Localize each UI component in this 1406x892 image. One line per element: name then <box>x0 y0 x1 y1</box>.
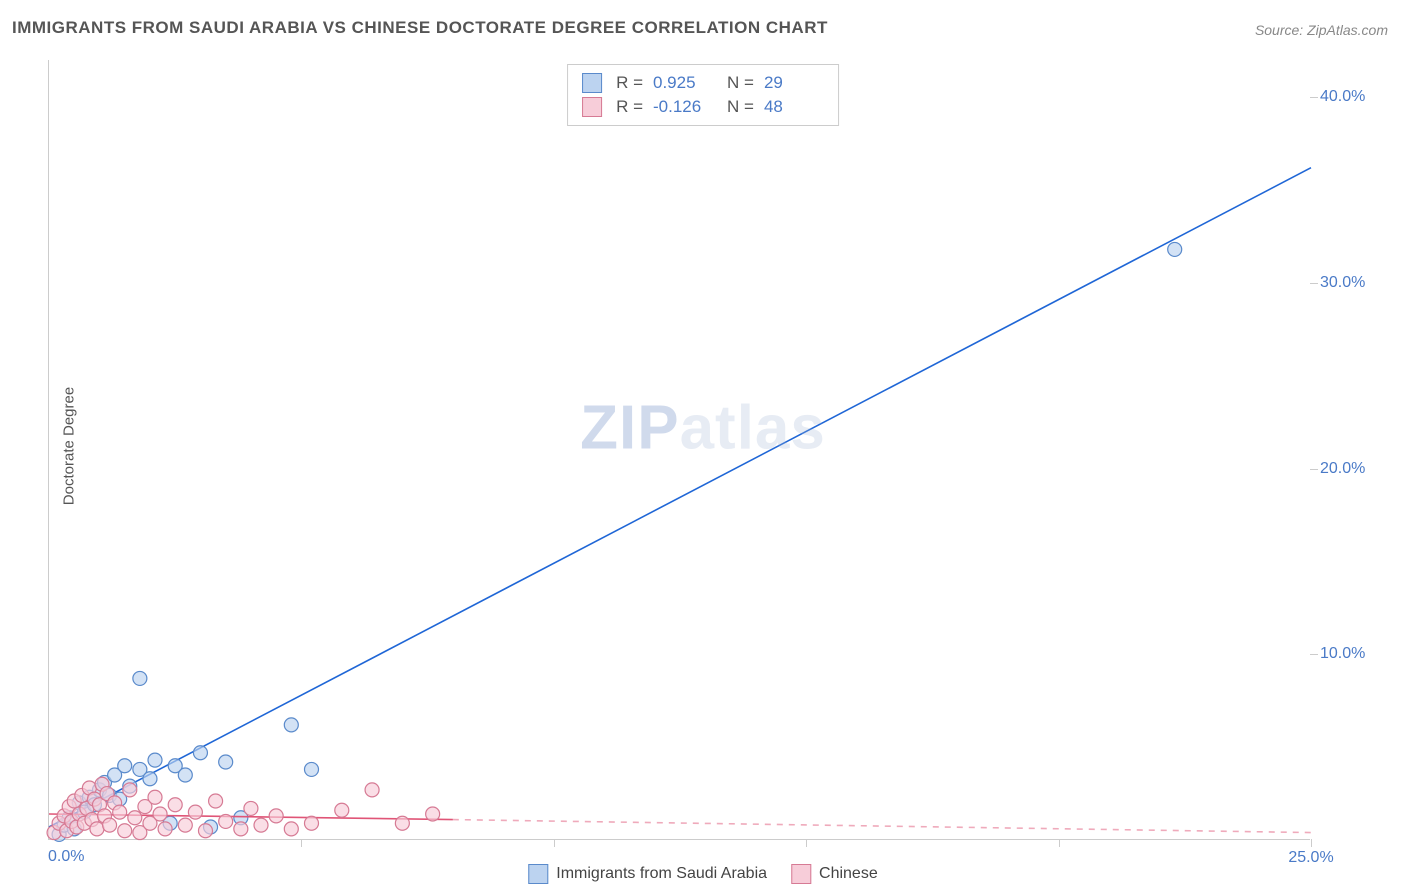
data-point-chinese <box>178 818 192 832</box>
legend-swatch-chinese <box>791 864 811 884</box>
legend-n-label: N = <box>727 97 754 117</box>
data-point-chinese <box>153 807 167 821</box>
legend-r-value-chinese: -0.126 <box>653 97 713 117</box>
data-point-saudi <box>284 718 298 732</box>
plot-area: 25.0%10.0%20.0%30.0%40.0% <box>48 60 1310 840</box>
chart-title: IMMIGRANTS FROM SAUDI ARABIA VS CHINESE … <box>12 18 828 38</box>
legend-r-value-saudi: 0.925 <box>653 73 713 93</box>
data-point-chinese <box>234 822 248 836</box>
legend-swatch-saudi <box>582 73 602 93</box>
data-point-chinese <box>244 801 258 815</box>
legend-r-label: R = <box>616 73 643 93</box>
data-point-chinese <box>395 816 409 830</box>
x-tick <box>554 839 555 847</box>
x-origin-tick-label: 0.0% <box>48 848 84 866</box>
legend-r-label: R = <box>616 97 643 117</box>
legend-item-chinese: Chinese <box>791 864 878 884</box>
data-point-chinese <box>198 824 212 838</box>
x-tick <box>1311 839 1312 847</box>
legend-swatch-saudi <box>528 864 548 884</box>
data-point-chinese <box>426 807 440 821</box>
data-point-saudi <box>178 768 192 782</box>
legend-row-saudi: R = 0.925 N = 29 <box>582 71 824 95</box>
data-point-saudi <box>118 759 132 773</box>
y-tick <box>1310 97 1318 98</box>
legend-row-chinese: R = -0.126 N = 48 <box>582 95 824 119</box>
data-point-chinese <box>118 824 132 838</box>
y-tick-label: 30.0% <box>1320 274 1380 292</box>
data-point-saudi <box>133 671 147 685</box>
data-point-chinese <box>113 805 127 819</box>
legend-item-saudi: Immigrants from Saudi Arabia <box>528 864 767 884</box>
data-point-chinese <box>90 822 104 836</box>
legend-n-value-chinese: 48 <box>764 97 824 117</box>
data-point-saudi <box>193 746 207 760</box>
legend-label-saudi: Immigrants from Saudi Arabia <box>556 865 767 883</box>
source-attribution: Source: ZipAtlas.com <box>1255 22 1388 38</box>
data-point-chinese <box>365 783 379 797</box>
data-point-chinese <box>103 818 117 832</box>
data-point-chinese <box>219 814 233 828</box>
y-tick <box>1310 283 1318 284</box>
data-point-saudi <box>1168 242 1182 256</box>
y-tick-label: 10.0% <box>1320 645 1380 663</box>
data-point-chinese <box>158 822 172 836</box>
data-point-chinese <box>284 822 298 836</box>
y-tick <box>1310 654 1318 655</box>
trend-line-ext-chinese <box>453 820 1311 833</box>
x-tick-label: 25.0% <box>1288 849 1333 867</box>
x-tick <box>301 839 302 847</box>
legend-swatch-chinese <box>582 97 602 117</box>
correlation-legend: R = 0.925 N = 29 R = -0.126 N = 48 <box>567 64 839 126</box>
data-point-chinese <box>148 790 162 804</box>
legend-n-value-saudi: 29 <box>764 73 824 93</box>
data-point-chinese <box>209 794 223 808</box>
data-point-chinese <box>254 818 268 832</box>
chart-svg <box>49 60 1310 839</box>
data-point-saudi <box>143 772 157 786</box>
y-tick-label: 20.0% <box>1320 460 1380 478</box>
series-legend: Immigrants from Saudi Arabia Chinese <box>528 864 877 884</box>
legend-label-chinese: Chinese <box>819 865 878 883</box>
data-point-chinese <box>128 811 142 825</box>
data-point-saudi <box>148 753 162 767</box>
trend-line-saudi <box>49 168 1311 827</box>
x-tick <box>1059 839 1060 847</box>
legend-n-label: N = <box>727 73 754 93</box>
data-point-chinese <box>335 803 349 817</box>
data-point-chinese <box>123 783 137 797</box>
y-tick-label: 40.0% <box>1320 88 1380 106</box>
x-tick <box>806 839 807 847</box>
data-point-chinese <box>168 798 182 812</box>
y-tick <box>1310 469 1318 470</box>
data-point-chinese <box>304 816 318 830</box>
data-point-chinese <box>269 809 283 823</box>
data-point-saudi <box>304 762 318 776</box>
data-point-saudi <box>219 755 233 769</box>
data-point-chinese <box>188 805 202 819</box>
